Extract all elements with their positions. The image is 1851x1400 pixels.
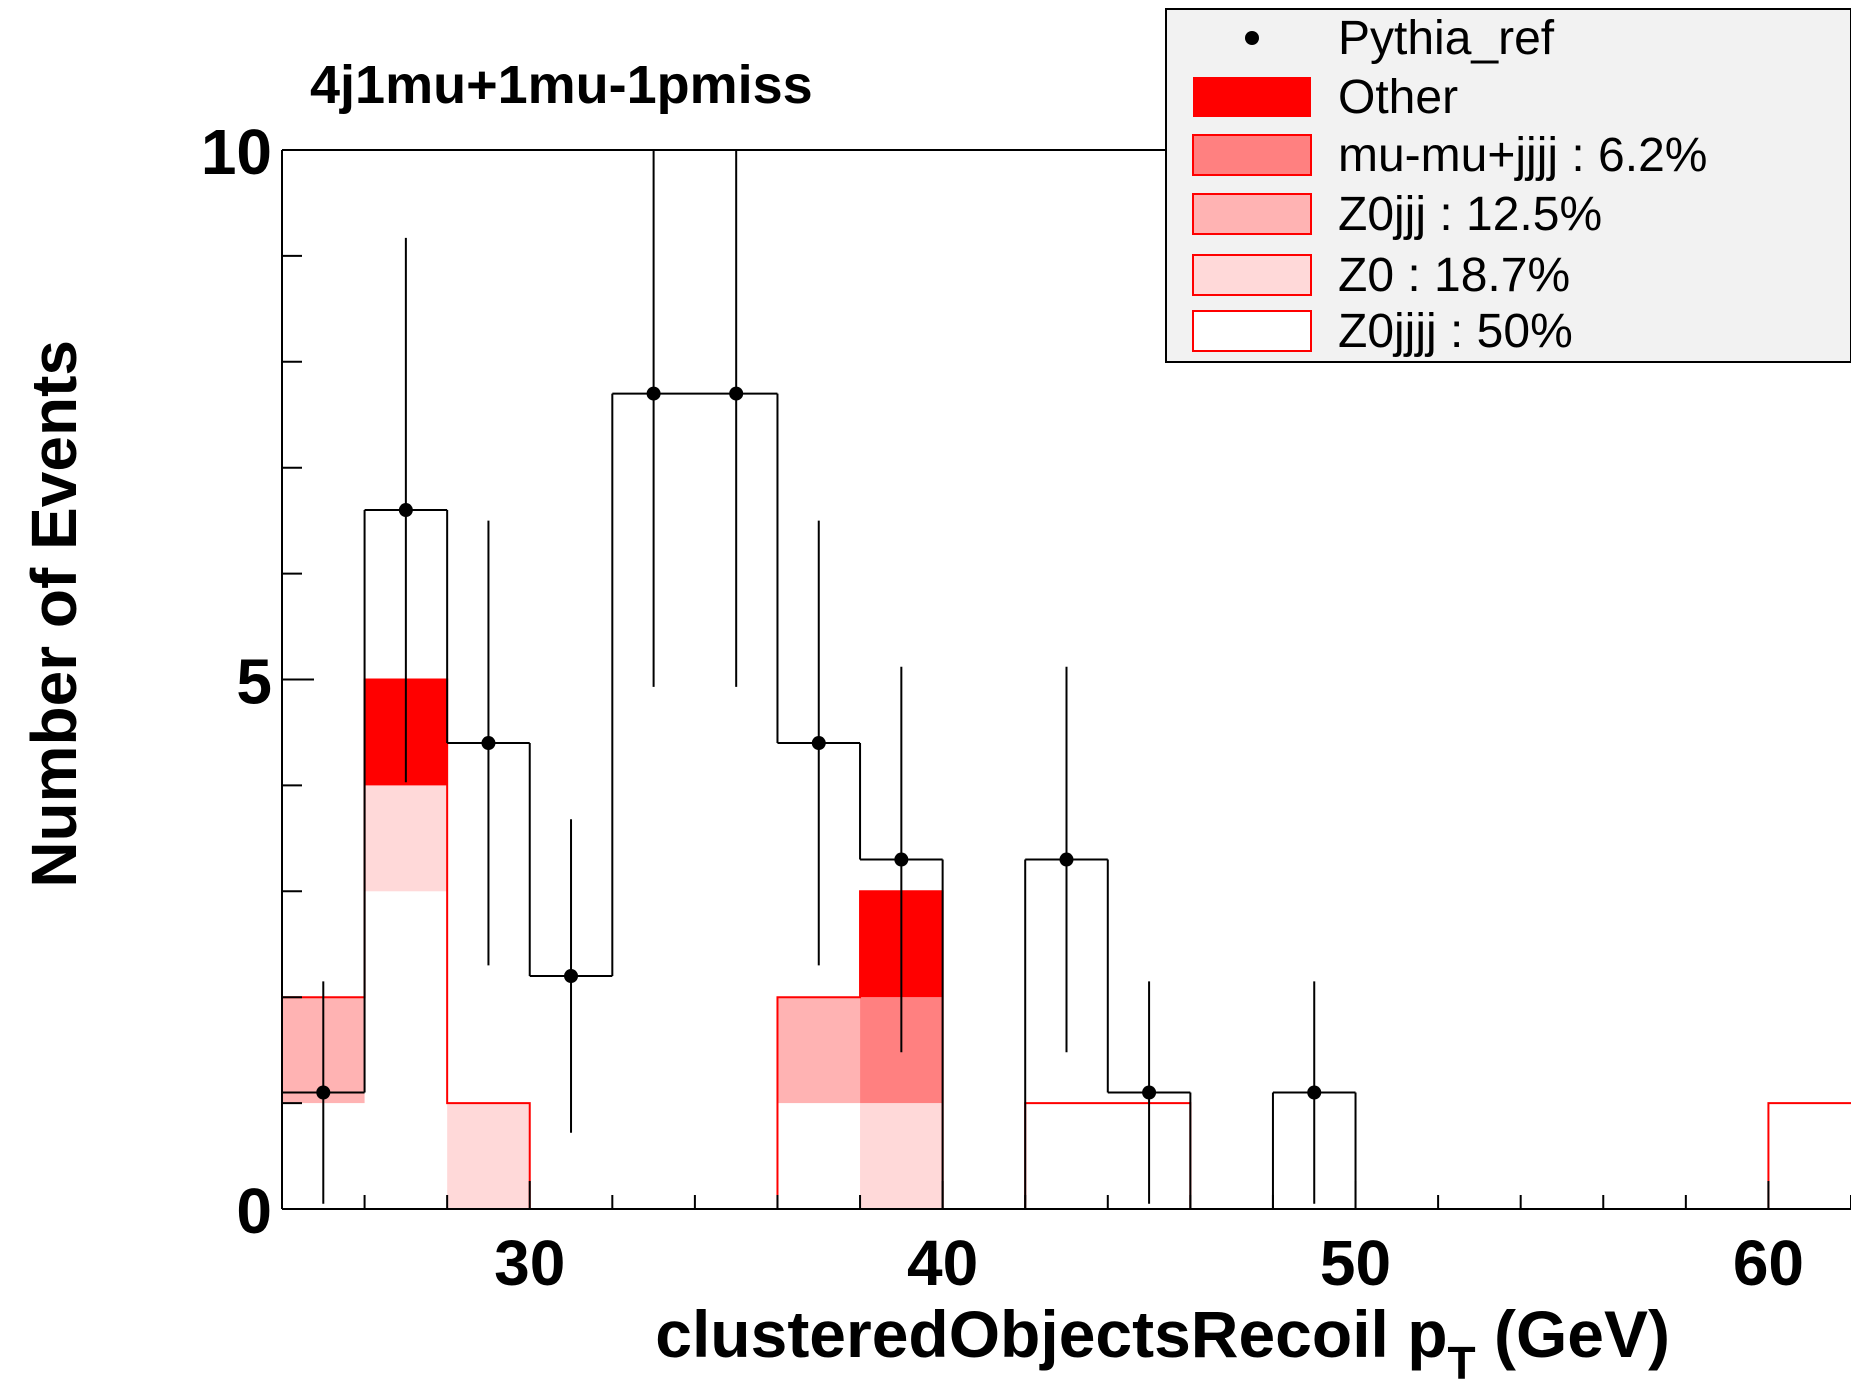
x-axis-title: clusteredObjectsRecoil pT (GeV) (655, 1297, 1670, 1389)
legend-swatch (1192, 254, 1312, 296)
data-point (564, 969, 579, 984)
x-tick-label: 30 (494, 1227, 565, 1299)
y-tick-label: 5 (236, 646, 272, 718)
stacked-bars (282, 679, 1851, 1209)
stack-bar (777, 997, 861, 1104)
data-point (811, 736, 826, 751)
legend-marker (1245, 31, 1259, 45)
x-tick-label: 50 (1320, 1227, 1391, 1299)
x-axis-title-unit: (GeV) (1476, 1297, 1670, 1371)
reference-points (316, 150, 1322, 1204)
stack-bar (1768, 1103, 1851, 1209)
legend-label: Z0 : 18.7% (1338, 249, 1570, 302)
y-axis-title: Number of Events (18, 340, 90, 888)
data-point (1059, 852, 1074, 867)
legend-label: mu-mu+jjjj : 6.2% (1338, 129, 1707, 182)
legend-label: Pythia_ref (1338, 12, 1555, 65)
legend-swatch (1193, 77, 1311, 117)
x-axis-title-main: clusteredObjectsRecoil p (655, 1297, 1447, 1371)
tick-labels: 30 40 50 60 0 5 10 (201, 116, 1804, 1299)
data-point (1142, 1085, 1157, 1100)
stack-bar (1025, 1103, 1108, 1209)
data-point (646, 386, 661, 401)
legend-swatch (1192, 134, 1312, 176)
chart-title: 4j1mu+1mu-1pmiss (310, 55, 813, 115)
stack-bar (364, 891, 448, 1209)
x-axis-title-subscript: T (1448, 1337, 1476, 1389)
legend-box (1165, 8, 1851, 363)
legend-swatch (1192, 193, 1312, 235)
legend-label: Other (1338, 71, 1458, 124)
stack-bar (860, 1103, 943, 1209)
x-tick-label: 40 (907, 1227, 978, 1299)
data-point (729, 386, 744, 401)
stack-bar (447, 1103, 530, 1209)
data-point (481, 736, 496, 751)
legend-swatch (1192, 310, 1312, 352)
legend-label: Z0jjjj : 50% (1338, 305, 1573, 358)
stack-bar (364, 785, 448, 892)
y-tick-label: 0 (236, 1175, 272, 1247)
y-tick-label: 10 (201, 116, 272, 188)
legend-label: Z0jjj : 12.5% (1338, 188, 1602, 241)
x-tick-label: 60 (1733, 1227, 1804, 1299)
data-point (398, 503, 413, 518)
data-point (1307, 1085, 1322, 1100)
data-point (894, 852, 909, 867)
stack-bar (777, 1103, 861, 1209)
data-point (316, 1085, 331, 1100)
